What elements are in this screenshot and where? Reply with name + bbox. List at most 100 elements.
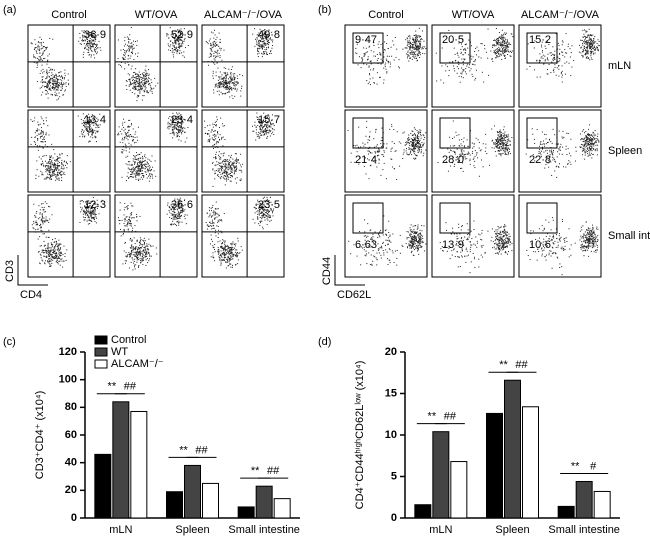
dot <box>224 250 226 252</box>
dot <box>527 43 529 45</box>
dot <box>58 260 60 262</box>
dot <box>169 46 171 48</box>
dot <box>551 61 553 63</box>
dot <box>87 126 89 128</box>
dot <box>592 50 594 52</box>
dot <box>141 89 143 91</box>
dot <box>376 59 378 61</box>
dot <box>214 83 216 85</box>
dot <box>50 247 52 249</box>
dot <box>51 171 53 173</box>
dot <box>417 45 419 47</box>
dot <box>225 159 227 161</box>
dot <box>126 220 128 222</box>
dot <box>50 179 52 181</box>
dot <box>239 153 241 155</box>
dot <box>89 124 91 126</box>
dot <box>501 40 503 42</box>
dot <box>378 41 380 43</box>
dot <box>135 159 137 161</box>
dot <box>225 261 227 263</box>
dot <box>92 204 94 206</box>
dot <box>264 29 266 31</box>
dot <box>504 39 506 41</box>
dot <box>412 54 414 56</box>
dot <box>258 48 260 50</box>
dot <box>121 128 123 130</box>
dot <box>223 171 225 173</box>
dot <box>409 52 411 54</box>
dot <box>38 250 40 252</box>
dot <box>179 43 181 45</box>
dot <box>232 241 234 243</box>
dot <box>89 205 91 207</box>
dot <box>89 202 91 204</box>
dot <box>125 50 127 52</box>
dot <box>97 125 99 127</box>
dot <box>175 216 177 218</box>
dot <box>141 164 143 166</box>
dot <box>134 161 136 163</box>
dot <box>83 30 85 32</box>
dot <box>178 214 180 216</box>
dot <box>252 218 254 220</box>
dot <box>272 210 274 212</box>
dot <box>415 36 417 38</box>
dot <box>89 128 91 130</box>
dot <box>259 136 261 138</box>
dot <box>239 252 241 254</box>
dot <box>407 40 409 42</box>
dot <box>225 83 227 85</box>
dot <box>213 134 215 136</box>
dot <box>225 161 227 163</box>
dot <box>58 75 60 77</box>
dot <box>222 176 224 178</box>
dot <box>49 37 51 39</box>
dot <box>273 125 275 127</box>
dot <box>57 263 59 265</box>
dot <box>82 36 84 38</box>
dot <box>211 137 213 139</box>
dot <box>41 118 43 120</box>
dot <box>225 249 227 251</box>
dot <box>176 40 178 42</box>
dot <box>144 168 146 170</box>
dot <box>502 44 504 46</box>
dot <box>265 44 267 46</box>
dot <box>93 43 95 45</box>
dot <box>231 176 233 178</box>
dot <box>215 124 217 126</box>
dot <box>58 172 60 174</box>
dot <box>148 165 150 167</box>
dot <box>502 52 504 54</box>
dot <box>184 131 186 133</box>
dot <box>226 174 228 176</box>
dot <box>211 215 213 217</box>
dot <box>446 66 448 68</box>
dot <box>366 80 368 82</box>
dot <box>222 155 224 157</box>
dot <box>139 258 141 260</box>
dot <box>36 66 38 68</box>
dot <box>171 123 173 125</box>
dot <box>138 172 140 174</box>
dot <box>211 49 213 51</box>
dot <box>169 123 171 125</box>
dot <box>231 171 233 173</box>
dot <box>405 39 407 41</box>
dot <box>208 139 210 141</box>
dot <box>237 82 239 84</box>
dot <box>174 127 176 129</box>
dot <box>62 168 64 170</box>
dot <box>42 221 44 223</box>
y-axis-label: CD3 <box>4 260 16 282</box>
dot <box>88 118 90 120</box>
dot <box>224 184 226 186</box>
dot <box>212 215 214 217</box>
dot <box>131 171 133 173</box>
dot <box>258 43 260 45</box>
dot <box>235 84 237 86</box>
dot <box>184 141 186 143</box>
dot <box>147 169 149 171</box>
dot <box>533 47 535 49</box>
